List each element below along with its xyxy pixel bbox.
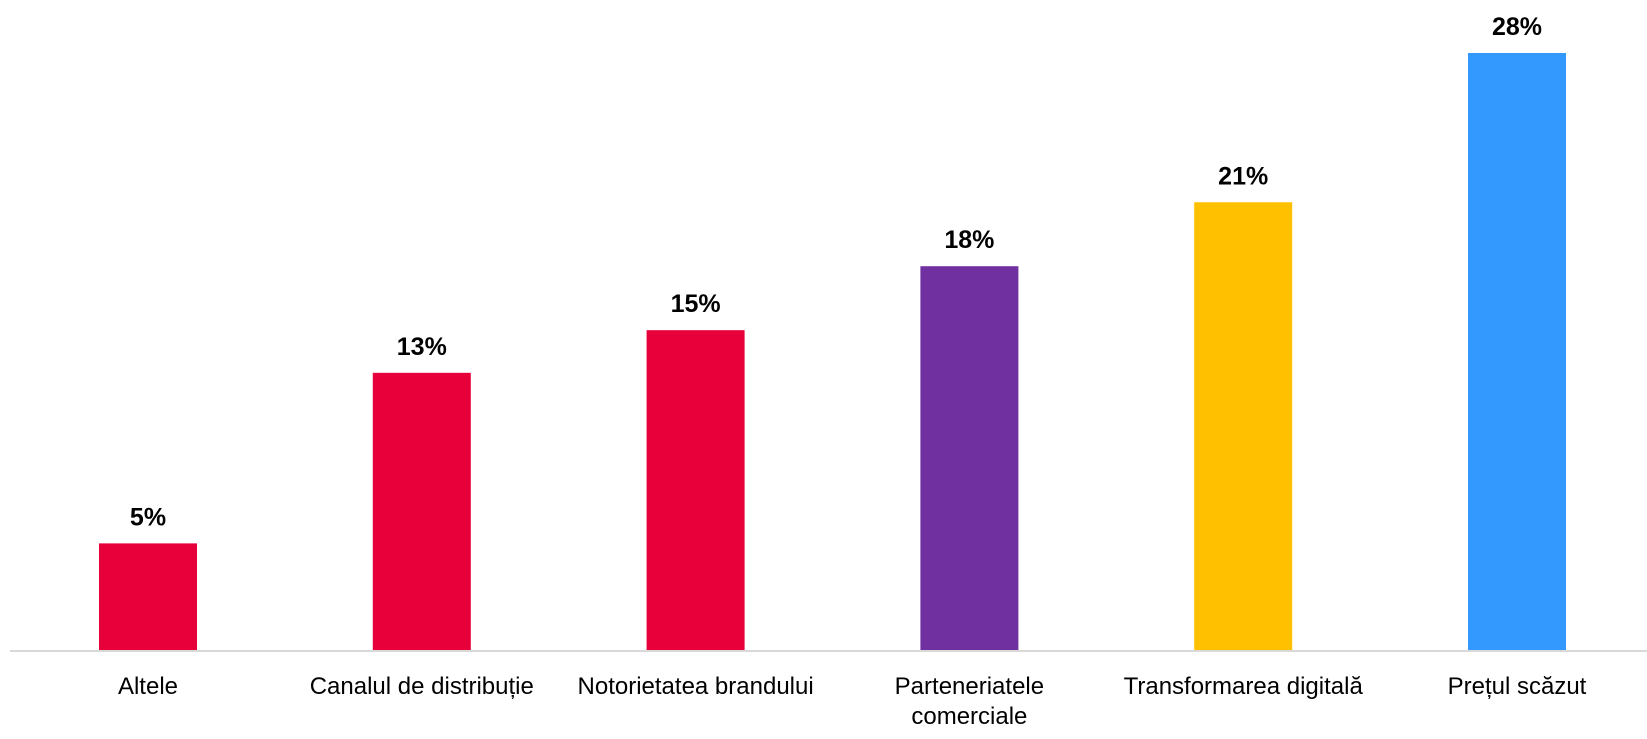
data-label: 18%: [944, 226, 994, 254]
bar: [1194, 202, 1293, 650]
bar: [99, 543, 197, 650]
x-tick-label: Canalul de distribuție: [309, 673, 534, 700]
bar: [1468, 53, 1566, 650]
x-tick-label: Notorietatea brandului: [577, 673, 814, 700]
data-label: 13%: [397, 333, 447, 361]
data-label: 15%: [671, 290, 721, 318]
bar: [646, 330, 745, 650]
data-label: 21%: [1218, 162, 1268, 190]
data-label: 5%: [130, 503, 166, 531]
x-tick-label: Prețul scăzut: [1447, 673, 1587, 700]
x-tick-label: Transformarea digitală: [1123, 673, 1363, 700]
x-tick-label: Altele: [117, 673, 179, 700]
bar: [920, 266, 1019, 650]
bar: [372, 372, 471, 650]
x-tick-label: Parteneriatele comerciale: [894, 673, 1045, 730]
data-label: 28%: [1492, 13, 1542, 41]
